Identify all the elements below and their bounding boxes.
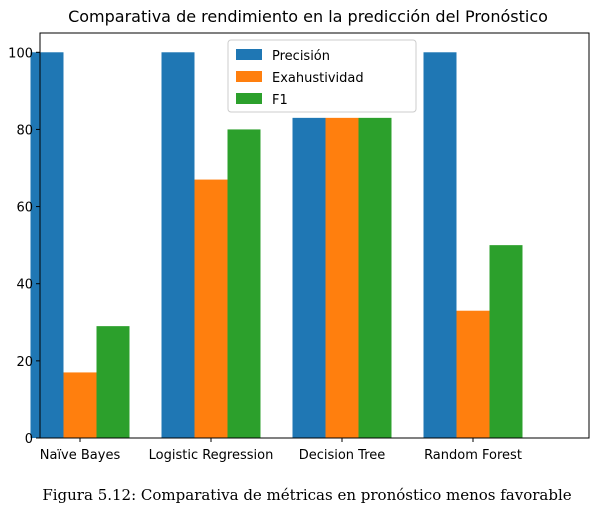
y-tick-label: 60: [16, 201, 33, 216]
x-axis: Naïve Bayes Logistic Regression Decision T…: [40, 438, 522, 463]
bar-precisión-3: [423, 52, 457, 439]
legend-label: Exahustividad: [272, 71, 364, 86]
y-tick-label: 80: [16, 123, 33, 138]
legend: Precisión Exahustividad F1: [227, 39, 417, 113]
figure-caption: Figura 5.12: Comparativa de métricas en …: [42, 486, 572, 504]
bar-exahustividad-1: [194, 179, 228, 439]
legend-box: [227, 39, 417, 113]
y-tick-label: 20: [16, 355, 33, 370]
x-tick-label: Random Forest: [424, 448, 522, 463]
bar-exahustividad-3: [456, 310, 490, 438]
bar-precisión-2: [292, 117, 326, 438]
plot-frame: [39, 32, 590, 439]
legend-label: F1: [272, 93, 288, 108]
bar-f1-2: [358, 117, 392, 438]
y-axis: 0 20 40 60 80 100: [8, 46, 40, 447]
x-tick-label: Logistic Regression: [149, 448, 274, 463]
bar-f1-3: [489, 245, 523, 438]
bar-exahustividad-0: [63, 372, 97, 438]
legend-swatch: [236, 93, 262, 104]
bar-f1-0: [96, 326, 130, 438]
legend-swatch: [236, 49, 262, 60]
bar-exahustividad-2: [325, 117, 359, 438]
legend-swatch: [236, 71, 262, 82]
legend-label: Precisión: [272, 49, 330, 64]
bar-chart: Comparativa de rendimiento en la predicc…: [8, 7, 590, 463]
y-tick-label: 100: [8, 46, 33, 61]
x-tick-label: Decision Tree: [299, 448, 386, 463]
bar-precisión-1: [161, 52, 195, 439]
y-tick-label: 40: [16, 278, 33, 293]
y-tick-label: 0: [25, 432, 33, 447]
chart-title: Comparativa de rendimiento en la predicc…: [68, 7, 548, 26]
x-tick-label: Naïve Bayes: [40, 448, 121, 463]
bar-f1-1: [227, 129, 261, 438]
bar-precisión-0: [30, 52, 64, 439]
bars-group: [30, 52, 523, 439]
